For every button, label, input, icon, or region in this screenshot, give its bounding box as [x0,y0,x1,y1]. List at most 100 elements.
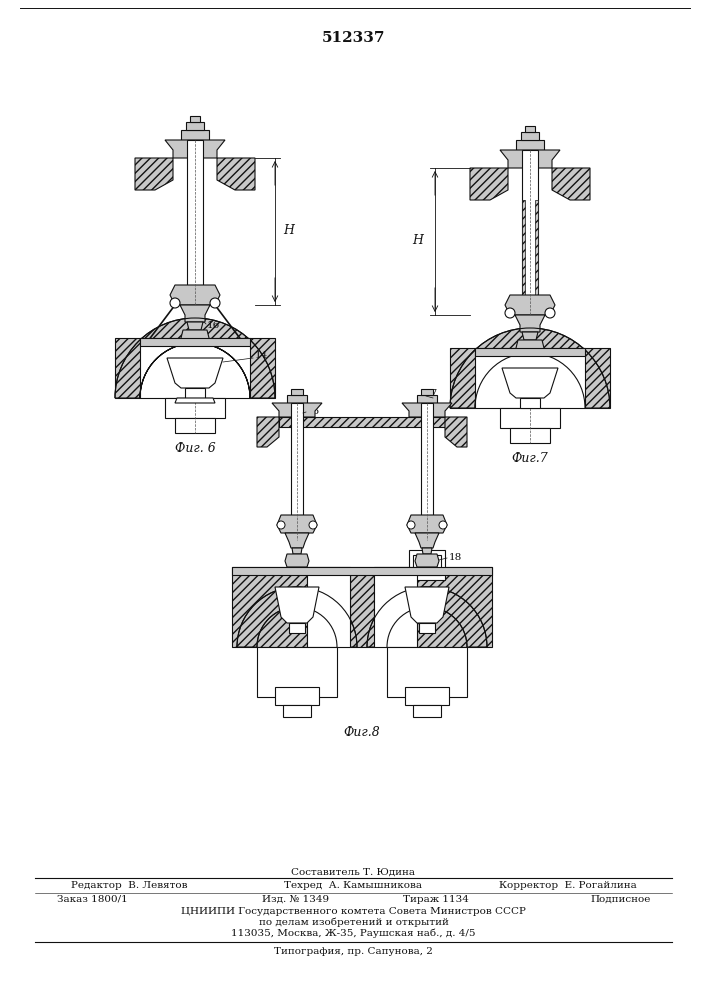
Bar [522,200,525,305]
Polygon shape [500,150,560,168]
Bar [413,705,441,717]
Text: Тираж 1134: Тираж 1134 [403,894,469,904]
Text: H: H [412,234,423,247]
Bar [522,150,538,315]
Bar [287,395,307,403]
Wedge shape [367,587,487,647]
Polygon shape [187,322,203,330]
Bar [181,130,209,140]
Bar [175,418,215,433]
Bar [185,388,205,398]
Text: H: H [283,225,294,237]
Circle shape [170,298,180,308]
Bar [291,403,303,538]
Text: 18: 18 [449,552,462,562]
Bar [291,389,303,395]
Polygon shape [502,368,558,398]
Wedge shape [140,343,250,398]
Bar [475,348,585,408]
Text: Корректор  Е. Рогайлина: Корректор Е. Рогайлина [498,880,636,890]
Polygon shape [232,567,350,647]
Polygon shape [522,332,538,340]
Circle shape [407,521,415,529]
Polygon shape [402,403,452,417]
Polygon shape [374,567,492,647]
Polygon shape [552,168,590,200]
Circle shape [545,308,555,318]
Bar [421,403,433,538]
Bar [165,398,225,418]
Text: Техред  А. Камышникова: Техред А. Камышникова [284,880,423,890]
Circle shape [439,521,447,529]
Bar [140,338,250,398]
Text: Редактор  В. Левятов: Редактор В. Левятов [71,880,187,890]
Polygon shape [505,295,555,315]
Polygon shape [170,285,220,305]
Text: Изд. № 1349: Изд. № 1349 [262,894,329,904]
Bar [283,705,311,717]
Polygon shape [422,548,432,554]
Bar [275,687,319,705]
Bar [350,567,374,647]
Text: 15: 15 [307,406,320,416]
Bar [374,567,417,647]
Bar [535,200,538,305]
Bar [187,140,203,305]
Polygon shape [415,533,439,548]
Text: Заказ 1800/1: Заказ 1800/1 [57,894,127,904]
Circle shape [277,521,285,529]
Text: Подписное: Подписное [590,894,650,904]
Polygon shape [285,554,309,567]
Bar [279,417,445,427]
Bar [521,132,539,140]
Text: 16: 16 [207,322,221,330]
Polygon shape [272,403,322,417]
Polygon shape [407,515,447,533]
Text: Фиг.8: Фиг.8 [344,726,380,738]
Bar [232,567,492,575]
Polygon shape [175,398,215,403]
Text: Фиг. 6: Фиг. 6 [175,442,216,454]
Text: 17: 17 [425,388,438,397]
Polygon shape [250,338,275,398]
Polygon shape [515,315,545,332]
Bar [289,623,305,633]
Circle shape [210,298,220,308]
Bar [307,567,350,647]
Bar [413,555,441,575]
Bar [510,428,550,443]
Circle shape [309,521,317,529]
Polygon shape [516,340,544,355]
Text: ЦНИИПИ Государственного комтета Совета Министров СССР: ЦНИИПИ Государственного комтета Совета М… [181,906,526,916]
Bar [520,398,540,408]
Polygon shape [167,358,223,388]
Polygon shape [275,587,319,623]
Bar [387,647,467,697]
Bar [190,116,200,122]
Polygon shape [217,158,255,190]
Bar [516,140,544,150]
Text: по делам изобретений и открытий: по делам изобретений и открытий [259,917,448,927]
Polygon shape [180,305,210,322]
Polygon shape [135,158,173,190]
Polygon shape [181,330,209,345]
Bar [500,408,560,428]
Polygon shape [285,533,309,548]
Polygon shape [257,417,279,447]
Text: 113035, Москва, Ж-35, Раушская наб., д. 4/5: 113035, Москва, Ж-35, Раушская наб., д. … [231,928,476,938]
Polygon shape [450,348,475,408]
Bar [419,623,435,633]
Polygon shape [415,554,439,567]
Polygon shape [115,338,140,398]
Polygon shape [470,168,508,200]
Bar [475,348,585,356]
Bar [421,389,433,395]
Bar [257,647,337,697]
Wedge shape [115,318,275,398]
Polygon shape [585,348,610,408]
Text: 512337: 512337 [322,31,386,45]
Polygon shape [292,548,302,554]
Text: Составитель Т. Юдина: Составитель Т. Юдина [291,867,416,876]
Wedge shape [237,587,357,647]
Polygon shape [277,515,317,533]
